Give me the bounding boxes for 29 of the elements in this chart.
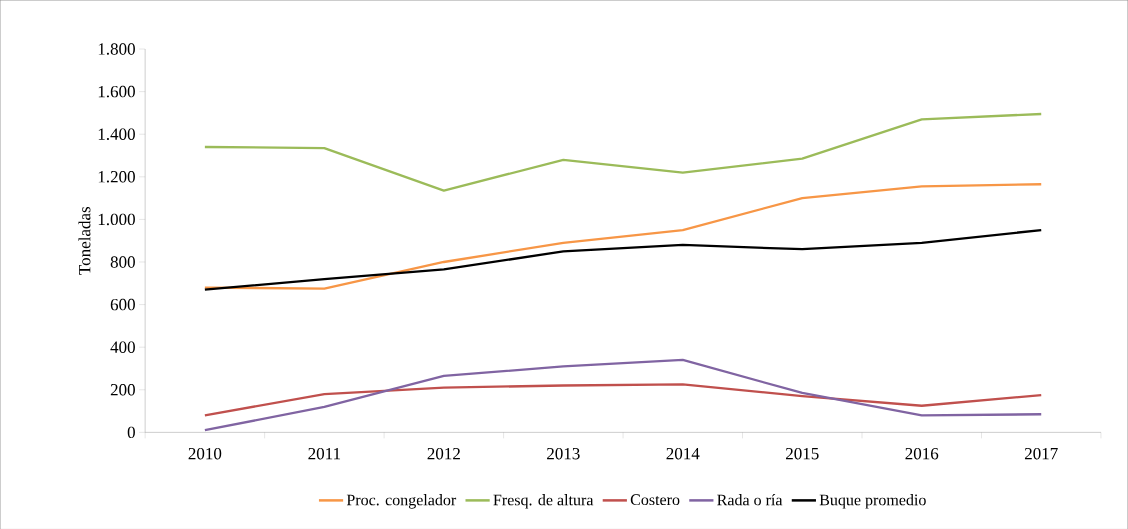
y-tick-label: 1.600 (98, 85, 135, 98)
y-tick-label: 0 (127, 426, 135, 438)
y-tick-label: 1.200 (98, 170, 135, 183)
y-tick-label: 600 (110, 298, 135, 311)
x-tick-label: 2016 (905, 447, 939, 460)
line-series (203, 383, 1043, 417)
y-tick-label: 1.000 (98, 213, 135, 225)
line-series (203, 358, 1043, 432)
y-tick-label: 200 (110, 383, 135, 396)
line-series (203, 182, 1043, 290)
x-tick-label: 2011 (308, 447, 341, 460)
y-tick-label: 1.400 (98, 128, 135, 140)
y-tick-label: 400 (110, 341, 135, 353)
y-tick-label: 1.800 (98, 43, 135, 55)
y-axis-title: Toneladas (78, 206, 91, 275)
legend-label: Buque promedio (819, 493, 926, 509)
legend-label: Costero (630, 494, 680, 505)
x-tick-label: 2014 (666, 447, 700, 460)
x-tick-label: 2015 (786, 447, 819, 460)
x-tick-label: 2017 (1024, 447, 1058, 460)
legend-label: Fresq. de altura (493, 493, 594, 509)
x-tick-label: 2012 (427, 447, 460, 460)
legend-label: Proc. congelador (346, 493, 457, 509)
line-series (203, 228, 1043, 291)
x-tick-label: 2010 (188, 447, 222, 460)
legend-label: Rada o ría (717, 493, 783, 506)
line-series (203, 112, 1043, 192)
y-tick-label: 800 (110, 256, 135, 268)
x-tick-label: 2013 (547, 447, 580, 460)
